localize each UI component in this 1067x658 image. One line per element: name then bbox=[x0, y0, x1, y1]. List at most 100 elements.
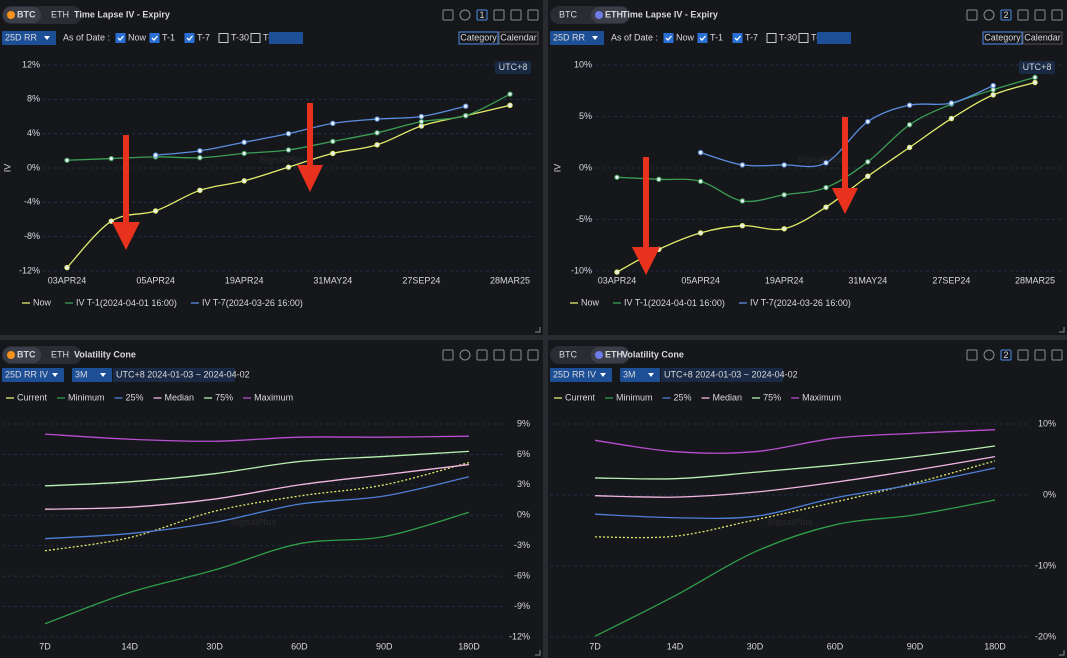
header-icon[interactable] bbox=[1017, 349, 1029, 361]
legend-label[interactable]: Maximum bbox=[802, 392, 841, 402]
checkbox-label[interactable]: T-30 bbox=[231, 32, 249, 42]
header-icon[interactable] bbox=[983, 349, 995, 361]
legend-label[interactable]: Minimum bbox=[68, 392, 105, 402]
checkbox[interactable] bbox=[149, 33, 160, 43]
coin-tab-active[interactable] bbox=[3, 7, 41, 23]
legend-label[interactable]: 75% bbox=[215, 392, 233, 402]
legend-label[interactable]: Current bbox=[17, 392, 48, 402]
header-icon[interactable] bbox=[1000, 349, 1012, 361]
header-icon[interactable] bbox=[1051, 349, 1063, 361]
checkbox-label[interactable]: T- bbox=[811, 32, 819, 42]
checkbox[interactable] bbox=[798, 33, 809, 43]
series-line bbox=[594, 429, 996, 454]
metric-selector[interactable] bbox=[2, 368, 64, 382]
checkbox-label[interactable]: T-7 bbox=[745, 32, 758, 42]
header-icon[interactable] bbox=[476, 9, 488, 21]
legend-label[interactable]: IV T-1 bbox=[76, 297, 100, 307]
legend-label[interactable]: 75% bbox=[763, 392, 781, 402]
coin-icon bbox=[595, 11, 603, 19]
dropdown-caret bbox=[52, 373, 58, 377]
data-point bbox=[507, 91, 513, 97]
checkbox-label[interactable]: T-7 bbox=[197, 32, 210, 42]
legend-label[interactable]: IV T-7 bbox=[202, 297, 226, 307]
coin-tab[interactable]: ETH bbox=[605, 9, 623, 19]
checkbox[interactable] bbox=[184, 33, 195, 43]
panel bbox=[548, 340, 1067, 658]
legend-label[interactable]: 25% bbox=[126, 392, 144, 402]
mode-button-label: Category bbox=[984, 32, 1021, 42]
checkbox[interactable] bbox=[732, 33, 743, 43]
header-icon[interactable] bbox=[510, 9, 522, 21]
header-icon[interactable] bbox=[966, 9, 978, 21]
metric-selector-label: 25D RR IV bbox=[5, 369, 48, 379]
checkbox-label[interactable]: T-30 bbox=[779, 32, 797, 42]
legend-label[interactable]: Current bbox=[565, 392, 596, 402]
legend-label[interactable]: IV T-1 bbox=[624, 297, 648, 307]
coin-tab-active[interactable] bbox=[591, 347, 629, 363]
data-point bbox=[197, 148, 203, 154]
mode-button[interactable] bbox=[1022, 31, 1063, 45]
header-icon[interactable] bbox=[510, 349, 522, 361]
checkbox[interactable] bbox=[218, 33, 229, 43]
date-range-box bbox=[661, 368, 783, 382]
period-selector[interactable] bbox=[620, 368, 660, 382]
coin-tab[interactable]: BTC bbox=[17, 9, 36, 19]
legend-label[interactable]: Maximum bbox=[254, 392, 293, 402]
coin-tab[interactable]: ETH bbox=[605, 349, 623, 359]
header-icon[interactable] bbox=[1051, 9, 1063, 21]
checkbox-label[interactable]: T- bbox=[263, 32, 271, 42]
header-icon[interactable] bbox=[1034, 9, 1046, 21]
checkbox-label[interactable]: Now bbox=[676, 32, 695, 42]
data-point bbox=[463, 112, 469, 119]
coin-tab[interactable]: BTC bbox=[559, 9, 578, 19]
checkbox-label[interactable]: T-1 bbox=[162, 32, 175, 42]
header-icon[interactable] bbox=[442, 9, 454, 21]
checkbox[interactable] bbox=[663, 33, 674, 43]
header-icon[interactable] bbox=[442, 349, 454, 361]
x-tick-label: 19APR24 bbox=[765, 275, 804, 285]
checkbox-label[interactable]: T-1 bbox=[710, 32, 723, 42]
custom-day-input[interactable] bbox=[269, 32, 303, 44]
coin-tab-active[interactable] bbox=[3, 347, 41, 363]
legend-label[interactable]: Now bbox=[33, 297, 52, 307]
coin-tab[interactable]: BTC bbox=[17, 349, 36, 359]
custom-day-input[interactable] bbox=[817, 32, 851, 44]
mode-button[interactable] bbox=[458, 31, 499, 45]
period-selector[interactable] bbox=[72, 368, 112, 382]
header-icon[interactable] bbox=[493, 9, 505, 21]
coin-tab-active[interactable] bbox=[591, 7, 629, 23]
range-selector[interactable] bbox=[550, 31, 604, 45]
legend-label[interactable]: 25% bbox=[674, 392, 692, 402]
coin-tab[interactable]: BTC bbox=[559, 349, 578, 359]
checkbox[interactable] bbox=[115, 33, 126, 43]
header-icon[interactable] bbox=[527, 9, 539, 21]
data-point bbox=[823, 160, 829, 166]
header-icon[interactable] bbox=[1017, 9, 1029, 21]
checkbox[interactable] bbox=[250, 33, 261, 43]
mode-button[interactable] bbox=[982, 31, 1023, 45]
header-icon[interactable] bbox=[983, 9, 995, 21]
checkbox[interactable] bbox=[766, 33, 777, 43]
header-icon[interactable] bbox=[966, 349, 978, 361]
header-icon[interactable] bbox=[1034, 349, 1046, 361]
header-icon[interactable] bbox=[459, 9, 471, 21]
range-selector[interactable] bbox=[2, 31, 56, 45]
legend-label[interactable]: IV T-7 bbox=[750, 297, 774, 307]
legend-label[interactable]: Median bbox=[165, 392, 195, 402]
header-icon[interactable] bbox=[476, 349, 488, 361]
checkbox-label[interactable]: Now bbox=[128, 32, 147, 42]
coin-tab[interactable]: ETH bbox=[51, 9, 69, 19]
legend-label[interactable]: Median bbox=[713, 392, 743, 402]
header-icon[interactable] bbox=[1000, 9, 1012, 21]
legend-label[interactable]: Now bbox=[581, 297, 600, 307]
header-icon[interactable] bbox=[459, 349, 471, 361]
mode-button[interactable] bbox=[498, 31, 539, 45]
header-icon[interactable] bbox=[527, 349, 539, 361]
header-icon[interactable] bbox=[493, 349, 505, 361]
metric-selector[interactable] bbox=[550, 368, 612, 382]
arrow bbox=[297, 103, 323, 192]
checkbox[interactable] bbox=[697, 33, 708, 43]
coin-tab[interactable]: ETH bbox=[51, 349, 69, 359]
x-tick-label: 90D bbox=[376, 641, 393, 651]
legend-label[interactable]: Minimum bbox=[616, 392, 653, 402]
